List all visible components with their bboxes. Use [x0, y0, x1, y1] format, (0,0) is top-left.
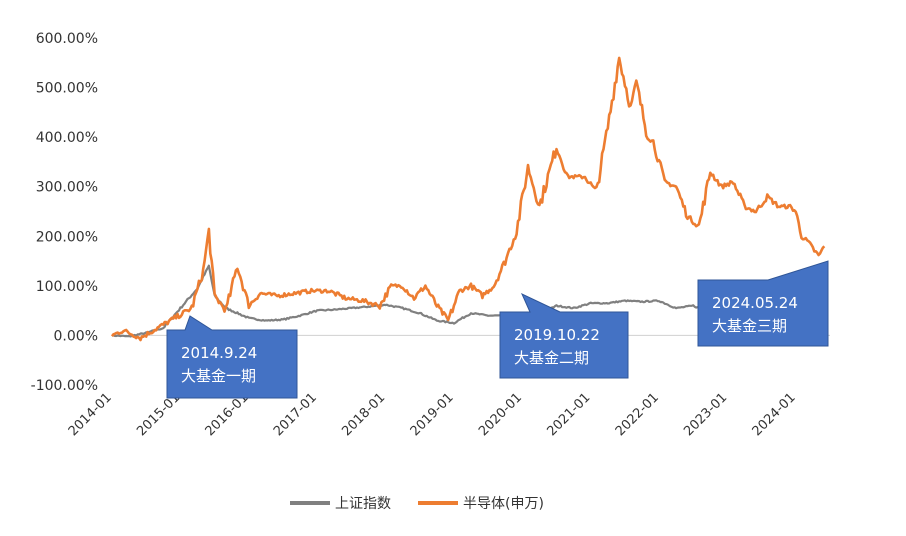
- y-tick-label: -100.00%: [31, 378, 98, 394]
- legend-label: 半导体(申万): [463, 496, 544, 512]
- x-tick-label: 2022-01: [613, 390, 662, 439]
- x-tick-label: 2018-01: [339, 390, 388, 439]
- callout-label: 大基金三期: [712, 317, 787, 335]
- callout-date: 2019.10.22: [514, 326, 600, 344]
- callout-date: 2024.05.24: [712, 294, 798, 312]
- callout-label: 大基金一期: [181, 367, 256, 385]
- annotations: 2014.9.24 大基金一期 2019.10.22 大基金二期 2024.05.24 大…: [166, 260, 829, 399]
- callout-2: 2019.10.22 大基金二期: [499, 292, 629, 379]
- y-axis-ticks: 600.00% 500.00% 400.00% 300.00% 200.00% 100.0…: [31, 31, 98, 394]
- callout-box: [697, 260, 829, 347]
- y-tick-label: 600.00%: [36, 31, 98, 47]
- callout-box: [499, 292, 629, 379]
- y-tick-label: 100.00%: [36, 279, 98, 295]
- x-tick-label: 2021-01: [544, 390, 593, 439]
- y-tick-label: 0.00%: [54, 328, 98, 344]
- legend-label: 上证指数: [335, 496, 391, 512]
- x-tick-label: 2014-01: [66, 390, 115, 439]
- x-tick-label: 2023-01: [681, 390, 730, 439]
- x-tick-label: 2020-01: [476, 390, 525, 439]
- x-tick-label: 2024-01: [750, 390, 799, 439]
- legend: 上证指数 半导体(申万): [290, 496, 544, 512]
- series-line-semiconductor: [110, 56, 826, 342]
- y-tick-label: 200.00%: [36, 229, 98, 245]
- y-tick-label: 300.00%: [36, 180, 98, 196]
- callout-1: 2014.9.24 大基金一期: [166, 315, 298, 399]
- x-tick-label: 2019-01: [408, 390, 457, 439]
- callout-label: 大基金二期: [514, 349, 589, 367]
- callout-box: [166, 315, 298, 399]
- y-tick-label: 500.00%: [36, 81, 98, 97]
- y-tick-label: 400.00%: [36, 130, 98, 146]
- callout-3: 2024.05.24 大基金三期: [697, 260, 829, 347]
- callout-date: 2014.9.24: [181, 344, 257, 362]
